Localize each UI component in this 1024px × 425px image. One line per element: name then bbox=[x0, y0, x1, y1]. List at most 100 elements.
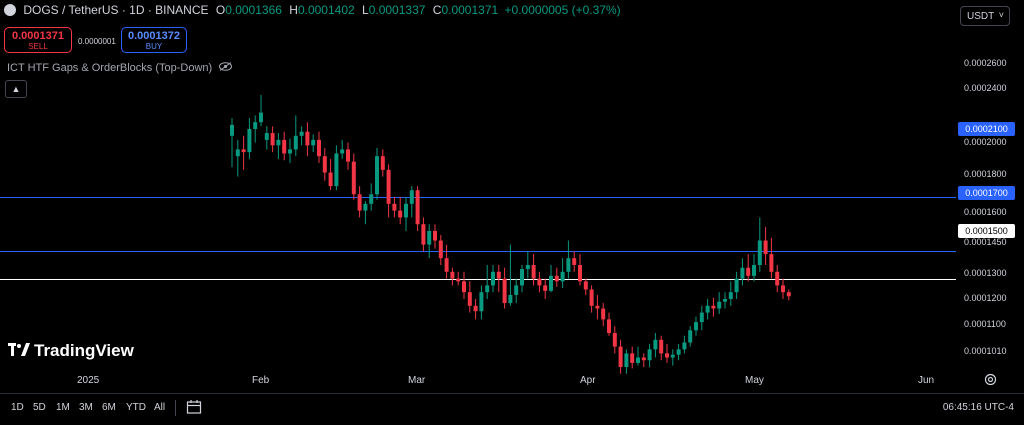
level-label: 0.0001500 bbox=[958, 224, 1015, 238]
candle-body bbox=[769, 254, 774, 272]
range-button-1d[interactable]: 1D bbox=[11, 402, 24, 413]
candle-body bbox=[450, 271, 455, 279]
candle-body bbox=[305, 131, 310, 146]
candle bbox=[566, 240, 571, 279]
calendar-icon[interactable] bbox=[186, 399, 202, 415]
candle bbox=[369, 183, 374, 211]
candle bbox=[653, 333, 658, 358]
watermark-text: TradingView bbox=[34, 341, 134, 360]
candle-body bbox=[566, 258, 571, 272]
candle-body bbox=[531, 265, 536, 279]
candle-body bbox=[438, 240, 443, 259]
candle-body bbox=[508, 294, 513, 304]
candle bbox=[554, 267, 559, 287]
candle-body bbox=[409, 190, 414, 204]
low-label: L bbox=[362, 3, 369, 17]
candle-body bbox=[467, 292, 472, 306]
range-button-1m[interactable]: 1M bbox=[56, 402, 70, 413]
candle-body bbox=[241, 149, 246, 153]
collapse-legend-button[interactable]: ▲ bbox=[5, 80, 27, 98]
buy-button[interactable]: 0.0001372 BUY bbox=[121, 27, 187, 53]
candle bbox=[230, 118, 234, 168]
candle bbox=[601, 303, 606, 327]
candle bbox=[363, 201, 368, 225]
sell-price: 0.0001371 bbox=[12, 30, 64, 42]
candle bbox=[618, 339, 623, 374]
open-label: O bbox=[215, 3, 226, 17]
chevron-down-icon: ˅ bbox=[998, 10, 1004, 20]
candle-body bbox=[752, 265, 756, 276]
clock-timezone[interactable]: 06:45:16 UTC-4 bbox=[942, 402, 1014, 413]
candle-body bbox=[694, 322, 698, 331]
candle bbox=[699, 305, 704, 331]
candle bbox=[409, 186, 414, 218]
candle-body bbox=[247, 129, 252, 153]
candle bbox=[311, 134, 316, 153]
range-button-ytd[interactable]: YTD bbox=[126, 402, 146, 413]
range-button-6m[interactable]: 6M bbox=[102, 402, 116, 413]
candle-body bbox=[723, 299, 727, 302]
candle bbox=[357, 186, 362, 218]
candle bbox=[520, 265, 524, 293]
candle-body bbox=[369, 194, 374, 204]
candle-body bbox=[427, 231, 432, 245]
candle bbox=[595, 294, 600, 320]
candle bbox=[427, 224, 432, 259]
tradingview-mark-icon bbox=[8, 343, 30, 360]
x-tick-label: Mar bbox=[408, 375, 426, 386]
candle-body bbox=[479, 292, 484, 312]
high-value: 0.0001402 bbox=[297, 3, 355, 17]
candle-body bbox=[595, 305, 600, 309]
candle bbox=[525, 251, 530, 279]
candle bbox=[270, 126, 275, 153]
close-label: C bbox=[432, 3, 442, 17]
candle bbox=[752, 254, 756, 282]
candle bbox=[734, 271, 739, 299]
candle bbox=[786, 289, 791, 301]
indicator-legend[interactable]: ICT HTF Gaps & OrderBlocks (Top-Down) bbox=[7, 62, 233, 74]
sell-button[interactable]: 0.0001371 SELL bbox=[4, 27, 72, 53]
candle-body bbox=[653, 339, 658, 350]
candle-body bbox=[734, 278, 739, 293]
symbol-title[interactable]: DOGS / TetherUS · 1D · BINANCE bbox=[23, 3, 209, 17]
y-tick-label: 0.0001300 bbox=[964, 268, 1007, 278]
candle bbox=[775, 265, 780, 293]
x-tick-label: Jun bbox=[918, 375, 935, 386]
candle bbox=[549, 265, 553, 293]
candle-body bbox=[636, 357, 640, 363]
candle-body bbox=[473, 305, 478, 312]
range-button-5d[interactable]: 5D bbox=[33, 402, 46, 413]
candle bbox=[467, 281, 472, 313]
currency-value: USDT bbox=[967, 11, 995, 22]
candle bbox=[624, 349, 629, 374]
candle-body bbox=[299, 131, 304, 136]
candle bbox=[444, 244, 449, 279]
buy-label: BUY bbox=[145, 42, 163, 51]
candle-body bbox=[554, 275, 559, 282]
horizontal-levels bbox=[0, 197, 956, 280]
price-chart[interactable] bbox=[0, 0, 1024, 393]
candle bbox=[502, 267, 507, 309]
candle-body bbox=[415, 190, 420, 225]
candle bbox=[781, 278, 785, 299]
candle-body bbox=[328, 172, 333, 187]
candle-body bbox=[520, 269, 524, 286]
high-label: H bbox=[289, 3, 298, 17]
y-tick-label: 0.0001100 bbox=[964, 319, 1006, 329]
candle bbox=[682, 335, 687, 354]
candle bbox=[340, 139, 345, 159]
currency-select[interactable]: USDT ˅ bbox=[960, 6, 1010, 26]
candle bbox=[665, 343, 669, 363]
candle-body bbox=[270, 133, 275, 146]
gear-icon[interactable] bbox=[984, 373, 998, 387]
range-button-all[interactable]: All bbox=[154, 402, 166, 413]
eye-icon[interactable] bbox=[219, 62, 233, 74]
candle-body bbox=[334, 153, 339, 187]
candle bbox=[473, 299, 478, 320]
candle-body bbox=[728, 292, 733, 299]
candle bbox=[746, 254, 751, 282]
candle bbox=[479, 285, 484, 320]
candle bbox=[346, 142, 350, 170]
candles bbox=[230, 95, 791, 374]
range-button-3m[interactable]: 3M bbox=[79, 402, 93, 413]
